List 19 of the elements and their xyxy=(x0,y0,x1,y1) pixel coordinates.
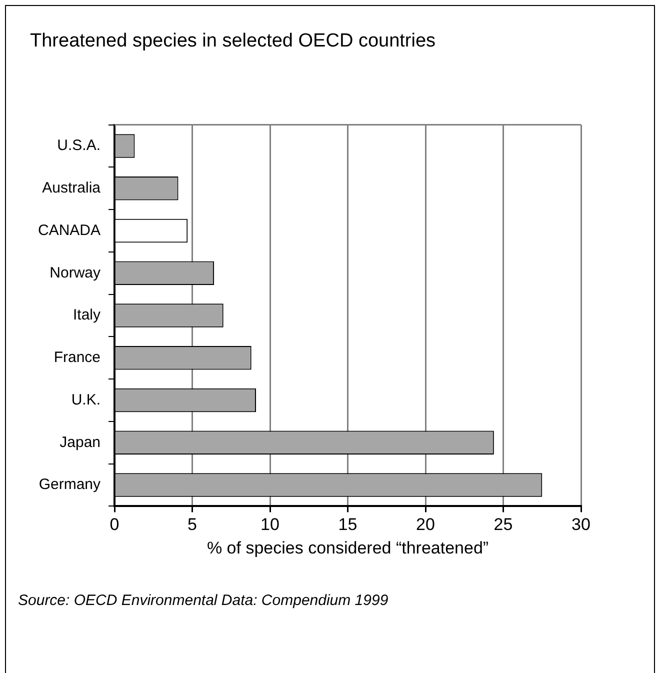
y-tick-label: CANADA xyxy=(38,222,101,239)
y-tick-label: U.K. xyxy=(71,391,101,408)
y-tick-label: Norway xyxy=(50,264,101,282)
x-tick-label: 30 xyxy=(572,515,590,534)
x-tick-label: 5 xyxy=(188,515,197,534)
x-tick-label: 25 xyxy=(494,515,513,534)
x-tick-label: 20 xyxy=(416,515,435,534)
chart-title: Threatened species in selected OECD countries xyxy=(30,30,436,52)
y-tick-label: France xyxy=(54,349,101,366)
x-tick-label: 15 xyxy=(338,515,358,534)
x-tick-label: 10 xyxy=(260,515,280,534)
y-tick-label: Germany xyxy=(38,476,102,494)
y-tick-label: Australia xyxy=(42,180,102,197)
y-tick-label: Italy xyxy=(72,306,102,324)
x-axis-title: % of species considered “threatened” xyxy=(206,538,489,558)
y-tick-label: Japan xyxy=(60,434,101,451)
source-note: Source: OECD Environmental Data: Compendium 1999 xyxy=(18,592,389,609)
y-tick-label: U.S.A. xyxy=(57,137,101,154)
x-tick-label: 0 xyxy=(110,515,120,534)
